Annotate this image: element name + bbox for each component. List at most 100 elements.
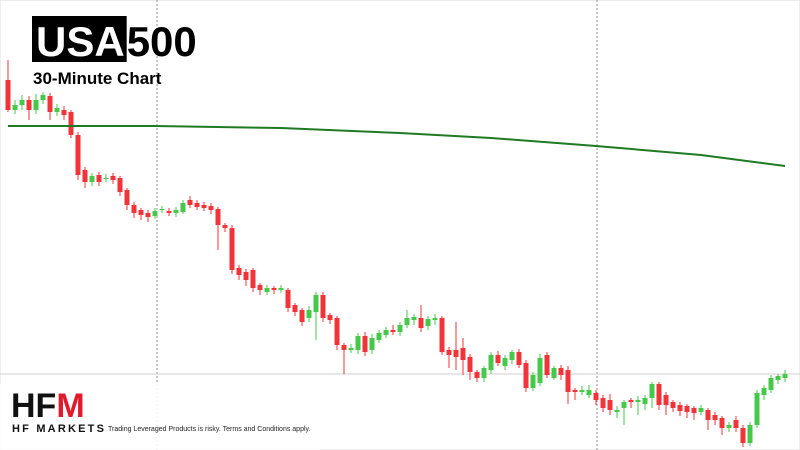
logo-backdrop <box>0 384 320 450</box>
candle-body <box>467 357 473 372</box>
candle-body <box>425 319 431 326</box>
candle-body <box>145 213 151 217</box>
candle-body <box>565 370 571 392</box>
candle-body <box>698 408 704 412</box>
candle-body <box>488 355 494 370</box>
plot-area <box>0 60 800 447</box>
candle-body <box>376 333 382 340</box>
candle-body <box>257 285 263 290</box>
candle-body <box>740 428 746 443</box>
candle-body <box>40 95 46 100</box>
candle-body <box>684 406 690 412</box>
candle-body <box>19 100 25 105</box>
candle-body <box>369 338 375 350</box>
candle-body <box>733 420 739 428</box>
candle-body <box>516 352 522 365</box>
candle-body <box>474 372 480 378</box>
candle-body <box>278 288 284 290</box>
candle-body <box>110 176 116 180</box>
candle-body <box>754 393 760 425</box>
moving-average <box>8 125 786 167</box>
candle-body <box>411 317 417 320</box>
candle-body <box>495 355 501 363</box>
candle-body <box>439 318 445 352</box>
candle-body <box>47 96 53 112</box>
candle-body <box>446 350 452 355</box>
logo-caption: HF MARKETS <box>12 423 106 435</box>
candle-body <box>159 209 165 210</box>
candle-body <box>782 374 788 378</box>
title: 500 <box>127 18 197 65</box>
candle-body <box>201 205 207 208</box>
candle-body <box>551 368 557 378</box>
candle-body <box>390 330 396 332</box>
candle-body <box>705 410 711 420</box>
candle-body <box>593 393 599 400</box>
candle-body <box>509 352 515 360</box>
candle-body <box>719 418 725 428</box>
candle-body <box>152 211 158 216</box>
candle-body <box>117 178 123 192</box>
candle-body <box>243 272 249 280</box>
title-highlight: USA <box>36 18 125 65</box>
candle-body <box>712 415 718 420</box>
candle-body <box>103 178 109 179</box>
candle-body <box>82 170 88 182</box>
candle-body <box>628 400 634 402</box>
candle-body <box>355 336 361 350</box>
candle-body <box>5 80 11 110</box>
candle-body <box>313 295 319 312</box>
candle-body <box>691 408 697 413</box>
candle-body <box>327 315 333 320</box>
candle-body <box>586 390 592 395</box>
candle-body <box>768 378 774 390</box>
candle-body <box>68 112 74 135</box>
candle-body <box>250 270 256 288</box>
candle-body <box>670 402 676 408</box>
candle-body <box>460 348 466 360</box>
candle-body <box>285 290 291 308</box>
candle-body <box>537 358 543 383</box>
candle-body <box>502 358 508 366</box>
candle-body <box>621 402 627 408</box>
candle-body <box>61 110 67 115</box>
candle-body <box>761 388 767 395</box>
candle-body <box>33 100 39 110</box>
candle-body <box>341 345 347 350</box>
logo-accent: M <box>56 387 84 425</box>
candle-body <box>12 105 18 110</box>
candle-body <box>558 368 564 375</box>
candle-body <box>747 425 753 443</box>
candle-body <box>222 225 228 228</box>
candle-body <box>215 209 221 225</box>
candle-body <box>481 368 487 378</box>
candle-body <box>453 350 459 357</box>
candle-body <box>418 318 424 328</box>
candle-body <box>299 310 305 322</box>
candle-body <box>292 305 298 312</box>
candle-body <box>656 384 662 405</box>
candle-body <box>271 288 277 290</box>
disclaimer: Trading Leveraged Products is risky. Ter… <box>108 426 311 433</box>
candle-body <box>726 425 732 428</box>
candle-body <box>208 206 214 210</box>
candle-body <box>194 203 200 207</box>
candle-body <box>572 390 578 392</box>
candle-body <box>635 400 641 402</box>
candle-body <box>54 108 60 112</box>
candle-body <box>320 295 326 318</box>
candle-body <box>544 355 550 375</box>
candle-body <box>383 330 389 335</box>
candle-body <box>649 384 655 398</box>
candle-body <box>579 390 585 392</box>
candle-body <box>166 211 172 213</box>
candle-body <box>530 375 536 388</box>
logo-main: HF <box>11 387 56 425</box>
candle-body <box>677 405 683 411</box>
candle-body <box>75 135 81 175</box>
candle-body <box>96 175 102 182</box>
candle-body <box>124 190 130 205</box>
candle-body <box>362 336 368 352</box>
